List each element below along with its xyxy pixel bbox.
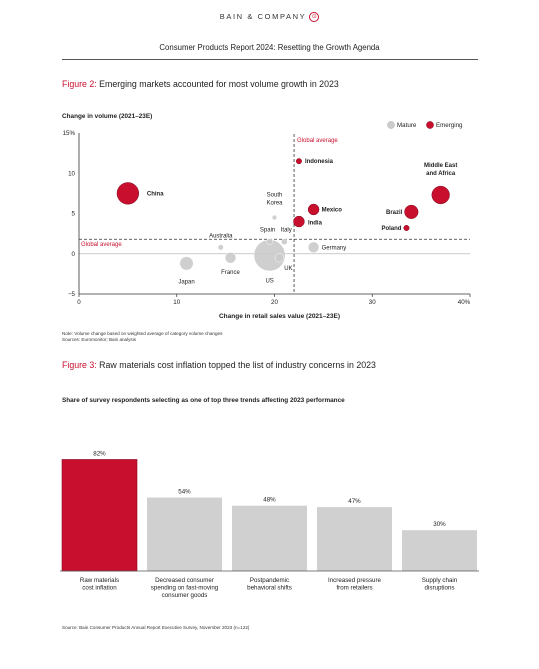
y-tick-label: 5 [72,211,76,218]
figure2-note: Note: Volume change based on weighted av… [62,331,222,343]
bubble-brazil [404,204,419,219]
bubble-middle-east-and-africa [431,185,450,205]
bubble-mexico [307,203,320,216]
bubble-japan [179,256,194,271]
bubble-india [293,215,305,228]
bubble-poland [403,225,410,231]
bubble-label: Mexico [322,207,343,213]
x-tick-label: 10 [173,299,180,306]
figure3-title-lead: Figure 3: [62,360,97,370]
bubble-france [224,252,237,264]
bubble-germany [307,241,320,253]
x-tick-label: 40% [458,299,471,306]
bar-category-label: consumer goods [162,592,208,599]
bar-category-label: Postpandemic [250,577,289,584]
legend-swatch-mature [387,121,395,129]
bubble-italy [280,238,288,245]
bar-category-label: cost inflation [82,585,117,592]
bubble-label: Japan [178,279,194,285]
bubble-label: and Africa [426,171,456,177]
bubble-spain [266,238,273,245]
bubble-label: India [308,221,323,227]
bubble-label: China [147,191,164,197]
bubble-label: UK [284,266,292,272]
bubble-label: Italy [281,228,292,234]
bubble-label: Brazil [386,210,403,216]
figure2-sources-line: Sources: Euromonitor; Bain analysis [62,337,137,342]
bubble-label: US [265,278,273,284]
y-tick-label: 0 [72,251,76,258]
y-tick-label: −5 [68,291,76,298]
legend-label-mature: Mature [397,122,417,129]
brand-header: BAIN & COMPANY ⊙ [0,12,539,23]
bar-category-label: behavioral shifts [247,585,292,592]
global-average-x-label: Global average [297,138,338,144]
header-divider [62,59,478,60]
x-axis-title: Change in retail sales value (2021–23E) [219,313,340,320]
bar-category-label: Decreased consumer [155,577,214,584]
bubble-uk [274,253,285,263]
bubble-label: South [267,193,283,199]
bar-value-label: 48% [263,497,276,504]
figure3-subtitle: Share of survey respondents selecting as… [62,397,345,404]
bubble-label: Spain [260,228,275,234]
brand-logo-icon: ⊙ [309,12,320,23]
global-average-y-label: Global average [81,242,122,248]
bar-5 [402,530,477,571]
figure2-title-lead: Figure 2: [62,79,97,89]
bubble-label: Germany [322,245,347,251]
x-tick-label: 20 [271,299,278,306]
bubble-label: Indonesia [305,159,334,165]
legend-label-emerging: Emerging [436,122,463,129]
bar-value-label: 82% [93,450,106,457]
bar-value-label: 30% [433,521,446,528]
bubble-label: Middle East [424,163,457,169]
legend-swatch-emerging [426,121,434,129]
report-title: Consumer Products Report 2024: Resetting… [159,43,380,52]
y-tick-label: 10 [68,170,75,177]
bubble-label: Korea [266,201,283,207]
bubble-label: France [221,270,240,276]
bar-category-label: from retailers [336,585,372,592]
bar-3 [232,505,307,571]
bar-category-label: Increased pressure [328,577,382,584]
figure3-title: Figure 3: Raw materials cost inflation t… [62,360,376,370]
brand-name: BAIN & COMPANY [219,12,307,21]
figure2-title-text: Emerging markets accounted for most volu… [96,79,339,89]
bar-2 [147,497,222,571]
bar-category-label: Supply chain [422,577,458,584]
bar-1 [61,459,138,572]
figure3-source: Source: Bain Consumer Products Annual Re… [62,625,250,630]
figure2-y-title: Change in volume (2021–23E) [62,113,153,120]
bubble-label: Poland [381,226,401,232]
y-tick-label: 15% [63,130,76,137]
bar-4 [317,507,392,571]
bubble-label: Australia [209,233,233,239]
x-tick-label: 0 [77,299,81,306]
bubble-australia [217,244,224,251]
figure2-note-line: Note: Volume change based on weighted av… [62,331,223,336]
bubble-indonesia [295,158,302,165]
bar-category-label: Raw materials [80,577,119,584]
figure3-title-text: Raw materials cost inflation topped the … [96,360,376,370]
bar-value-label: 47% [348,498,361,505]
bar-category-label: disruptions [425,585,455,592]
figure2-title: Figure 2: Emerging markets accounted for… [62,79,339,89]
bar-category-label: spending on fast-moving [151,585,219,592]
bubble-china [116,182,140,205]
bubble-south-korea [271,214,278,221]
bar-value-label: 54% [178,489,191,496]
x-tick-label: 30 [369,299,376,306]
